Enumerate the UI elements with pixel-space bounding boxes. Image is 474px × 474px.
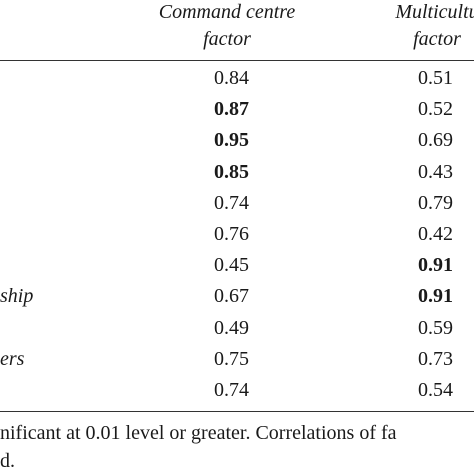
cell-command-centre: 0.87 <box>214 98 249 121</box>
column-header-multicultural: Multicultu factor <box>362 0 474 53</box>
cell-command-centre: 0.74 <box>214 191 249 214</box>
cell-multicultural: 0.43 <box>418 160 453 183</box>
cell-multicultural: 0.42 <box>418 223 453 245</box>
table-row: 0.49 0.59 <box>0 313 474 344</box>
cell-command-centre: 0.45 <box>214 254 249 277</box>
cell-multicultural: 0.52 <box>418 98 453 121</box>
cell-command-centre: 0.85 <box>214 160 249 183</box>
column-header-line: factor <box>413 28 461 50</box>
table-row: 0.76 0.42 <box>0 219 474 250</box>
cell-multicultural: 0.51 <box>418 67 453 89</box>
table-row: 0.95 0.69 <box>0 125 474 156</box>
column-header-line: Multicultu <box>395 1 474 23</box>
cell-multicultural: 0.73 <box>418 347 453 370</box>
table-row: ship 0.67 0.91 <box>0 281 474 312</box>
cell-command-centre: 0.75 <box>214 347 249 370</box>
cell-multicultural: 0.69 <box>418 129 453 152</box>
table-row: 0.87 0.52 <box>0 94 474 125</box>
cell-multicultural: 0.54 <box>418 379 453 401</box>
cell-multicultural: 0.91 <box>418 254 453 277</box>
row-label: ship <box>0 285 34 308</box>
table-row: 0.84 0.51 <box>0 63 474 94</box>
table-top-rule <box>0 60 474 61</box>
cell-command-centre: 0.84 <box>214 67 249 89</box>
row-label: ers <box>0 347 25 370</box>
table-row: 0.85 0.43 <box>0 157 474 188</box>
cell-multicultural: 0.91 <box>418 285 453 308</box>
table-row: ers 0.75 0.73 <box>0 344 474 375</box>
table-row: 0.74 0.79 <box>0 188 474 219</box>
column-header-line: Command centre <box>158 1 296 23</box>
column-header-line: factor <box>203 28 251 50</box>
table-note-line: d. <box>0 450 15 472</box>
cell-command-centre: 0.74 <box>214 379 249 401</box>
table-row: 0.74 0.54 <box>0 375 474 406</box>
column-header-command-centre: Command centre factor <box>152 0 302 53</box>
table-bottom-rule <box>0 411 474 412</box>
cell-multicultural: 0.79 <box>418 191 453 214</box>
table-note-line: nificant at 0.01 level or greater. Corre… <box>0 422 397 444</box>
cell-command-centre: 0.67 <box>214 285 249 308</box>
cell-command-centre: 0.95 <box>214 129 249 152</box>
cell-command-centre: 0.76 <box>214 223 249 245</box>
cell-multicultural: 0.59 <box>418 316 453 339</box>
cell-command-centre: 0.49 <box>214 316 249 339</box>
table-row: 0.45 0.91 <box>0 250 474 281</box>
